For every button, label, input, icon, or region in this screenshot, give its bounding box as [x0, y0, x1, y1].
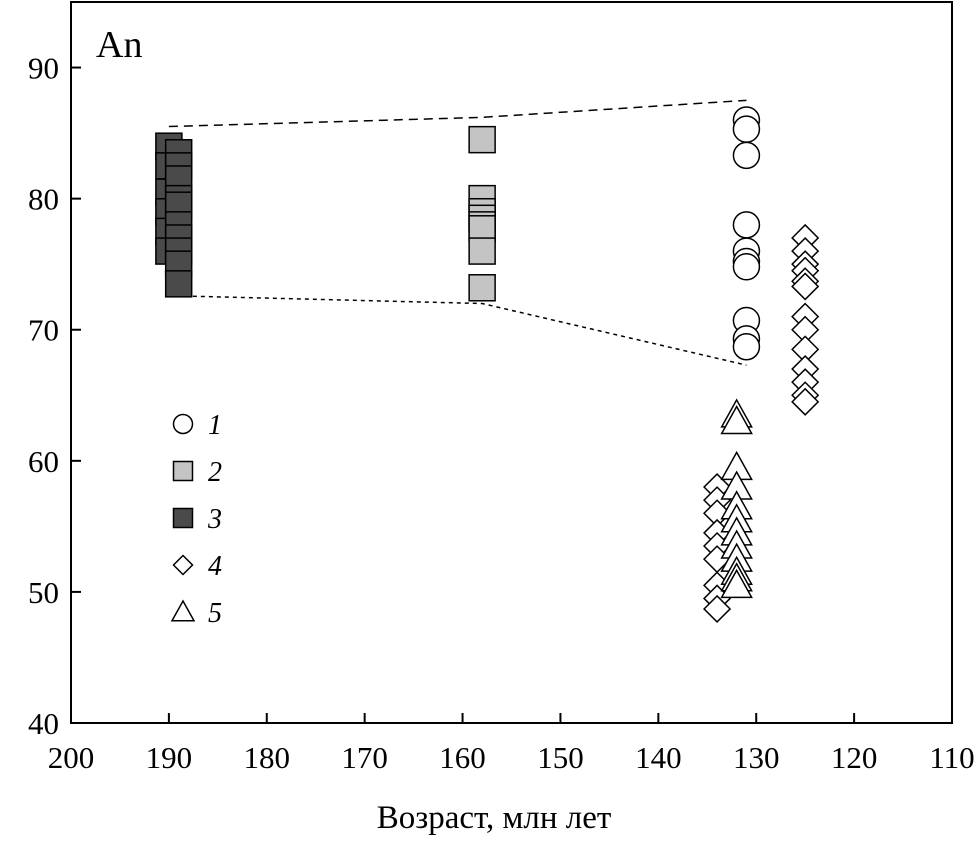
data-point-series-2	[468, 237, 496, 265]
y-tick-label: 40	[28, 706, 59, 741]
data-point-series-1	[732, 211, 761, 239]
legend-label-3: 3	[207, 504, 222, 535]
legend-label-5: 5	[208, 598, 222, 629]
y-tick-label: 80	[28, 182, 59, 217]
data-point-series-3	[164, 270, 193, 298]
x-tick-label: 130	[733, 740, 780, 775]
axis-ticks: 200 190 180 170 160 150 140 130 120 1104050607080…	[28, 51, 975, 775]
data-point-series-1	[732, 141, 761, 170]
x-tick-label: 110	[929, 740, 974, 775]
legend-marker-5	[170, 599, 196, 622]
legend-marker-1	[172, 413, 194, 435]
x-tick-label: 150	[537, 740, 584, 775]
y-tick-label: 60	[28, 444, 59, 479]
data-point-series-1	[732, 333, 761, 361]
trend-line-dotted	[168, 294, 747, 366]
data-point-series-2	[468, 125, 496, 154]
data-point-series-4	[791, 272, 820, 301]
data-point-series-5	[720, 404, 753, 435]
legend-marker-2	[172, 460, 194, 482]
legend: 1 2 3 4 5	[170, 410, 222, 629]
x-tick-label: 170	[341, 740, 388, 775]
x-tick-label: 160	[439, 740, 486, 775]
data-point-series-1	[732, 115, 761, 143]
y-tick-label: 50	[28, 575, 59, 610]
y-tick-label: 70	[28, 313, 59, 348]
panel-label: An	[96, 24, 142, 66]
data-point-series-2	[468, 274, 496, 302]
x-tick-label: 200	[48, 740, 95, 775]
trend-lines	[168, 99, 747, 366]
x-axis-title: Возраст, млн лет	[377, 800, 612, 836]
legend-marker-4	[172, 554, 194, 576]
x-tick-label: 120	[831, 740, 878, 775]
x-tick-label: 190	[146, 740, 193, 775]
legend-marker-3	[172, 507, 194, 529]
data-points	[155, 106, 820, 624]
data-point-series-4	[703, 594, 732, 624]
x-tick-label: 180	[244, 740, 291, 775]
legend-label-4: 4	[208, 551, 222, 582]
y-tick-label: 90	[28, 51, 59, 86]
data-point-series-1	[732, 253, 761, 281]
trend-line-dashed	[168, 99, 747, 128]
plot-frame	[70, 1, 953, 724]
x-tick-label: 140	[635, 740, 682, 775]
legend-label-2: 2	[208, 457, 222, 488]
data-point-series-5	[720, 568, 753, 599]
legend-label-1: 1	[208, 410, 222, 441]
data-point-series-4	[791, 387, 820, 416]
